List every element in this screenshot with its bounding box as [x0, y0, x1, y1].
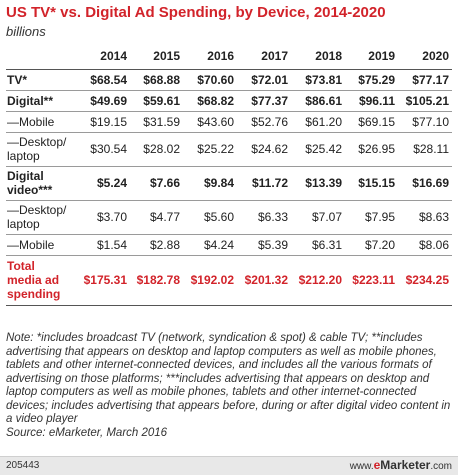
table-cell: $7.20: [345, 234, 398, 256]
table-row: Digital video*** $5.24 $7.66 $9.84 $11.72 $13.…: [6, 166, 452, 201]
row-label: —Mobile: [6, 111, 77, 133]
table-cell: $7.66: [130, 166, 183, 201]
table-cell: $77.10: [398, 111, 452, 133]
brand-main: Marketer: [380, 458, 431, 472]
table-cell: $192.02: [183, 255, 237, 306]
table-cell: $6.33: [237, 200, 291, 235]
table-cell: $234.25: [398, 255, 452, 306]
table-cell: $30.54: [77, 132, 130, 167]
table-cell: $5.60: [183, 200, 237, 235]
table-row: TV* $68.54 $68.88 $70.60 $72.01 $73.81 $75.29 $…: [6, 69, 452, 91]
table-cell: $59.61: [130, 90, 183, 112]
table-cell: $77.17: [398, 69, 452, 91]
table-cell: $31.59: [130, 111, 183, 133]
table-cell: $73.81: [291, 69, 345, 91]
table-cell: $70.60: [183, 69, 237, 91]
table-row: —Mobile $1.54 $2.88 $4.24 $5.39 $6.31 $7.20 $8.…: [6, 234, 452, 256]
note-text: Note: *includes broadcast TV (network, s…: [6, 332, 451, 425]
column-header: 2018: [291, 44, 345, 70]
data-table: 2014 2015 2016 2017 2018 2019 2020 TV* $68.54 $6…: [6, 44, 452, 306]
table-cell: $96.11: [345, 90, 398, 112]
table-cell: $2.88: [130, 234, 183, 256]
table-cell: $68.82: [183, 90, 237, 112]
brand-logo: www.eMarketer.com: [350, 458, 452, 472]
table-cell: $8.06: [398, 234, 452, 256]
total-row: Total media ad spending $175.31 $182.78 $192.…: [6, 255, 452, 306]
table-cell: $69.15: [345, 111, 398, 133]
table-cell: $1.54: [77, 234, 130, 256]
table-row: —Desktop/laptop $30.54 $28.02 $25.22 $24.62 $…: [6, 132, 452, 167]
table-cell: $5.39: [237, 234, 291, 256]
table-cell: $105.21: [398, 90, 452, 112]
table-cell: $223.11: [345, 255, 398, 306]
table-cell: $212.20: [291, 255, 345, 306]
table-row: Digital** $49.69 $59.61 $68.82 $77.37 $86.61 $…: [6, 90, 452, 112]
table-cell: $28.02: [130, 132, 183, 167]
table-cell: $7.07: [291, 200, 345, 235]
source-text: Source: eMarketer, March 2016: [6, 426, 168, 439]
table-cell: $7.95: [345, 200, 398, 235]
table-cell: $86.61: [291, 90, 345, 112]
chart-subtitle: billions: [6, 24, 46, 39]
chart-id: 205443: [6, 460, 40, 471]
brand-e: e: [373, 458, 381, 472]
table-cell: $182.78: [130, 255, 183, 306]
header-corner: [6, 44, 77, 70]
table-cell: $28.11: [398, 132, 452, 167]
table-cell: $3.70: [77, 200, 130, 235]
table-cell: $201.32: [237, 255, 291, 306]
table-cell: $49.69: [77, 90, 130, 112]
column-header: 2016: [183, 44, 237, 70]
table-cell: $68.88: [130, 69, 183, 91]
brand-suffix: .com: [430, 461, 452, 472]
column-header: 2015: [130, 44, 183, 70]
brand-prefix: www.: [349, 461, 374, 472]
footer-bar: 205443 www.eMarketer.com: [0, 456, 458, 475]
table-cell: $5.24: [77, 166, 130, 201]
table-cell: $25.22: [183, 132, 237, 167]
table-cell: $8.63: [398, 200, 452, 235]
table-cell: $16.69: [398, 166, 452, 201]
table-header-row: 2014 2015 2016 2017 2018 2019 2020: [6, 44, 452, 70]
table-cell: $4.24: [183, 234, 237, 256]
table-cell: $68.54: [77, 69, 130, 91]
table-cell: $11.72: [237, 166, 291, 201]
table-body: TV* $68.54 $68.88 $70.60 $72.01 $73.81 $75.29 $…: [6, 69, 452, 306]
table-cell: $75.29: [345, 69, 398, 91]
column-header: 2020: [398, 44, 452, 70]
table-cell: $19.15: [77, 111, 130, 133]
column-header: 2019: [345, 44, 398, 70]
table-row: —Desktop/laptop $3.70 $4.77 $5.60 $6.33 $7.07…: [6, 200, 452, 235]
row-label: Digital video***: [6, 166, 77, 201]
row-label: Total media ad spending: [6, 255, 77, 306]
table-cell: $61.20: [291, 111, 345, 133]
table-cell: $9.84: [183, 166, 237, 201]
row-label: —Desktop/laptop: [6, 132, 77, 167]
row-label: —Desktop/laptop: [6, 200, 77, 235]
table-cell: $77.37: [237, 90, 291, 112]
table-cell: $26.95: [345, 132, 398, 167]
table-cell: $24.62: [237, 132, 291, 167]
table-cell: $15.15: [345, 166, 398, 201]
table-cell: $4.77: [130, 200, 183, 235]
chart-title: US TV* vs. Digital Ad Spending, by Devic…: [6, 4, 386, 21]
table-cell: $6.31: [291, 234, 345, 256]
table-notes: Note: *includes broadcast TV (network, s…: [6, 332, 454, 440]
table-cell: $72.01: [237, 69, 291, 91]
column-header: 2014: [77, 44, 130, 70]
table-cell: $52.76: [237, 111, 291, 133]
row-label: Digital**: [6, 90, 77, 112]
row-label: TV*: [6, 69, 77, 91]
row-label: —Mobile: [6, 234, 77, 256]
table-cell: $43.60: [183, 111, 237, 133]
column-header: 2017: [237, 44, 291, 70]
table-cell: $175.31: [77, 255, 130, 306]
table-cell: $13.39: [291, 166, 345, 201]
table-row: —Mobile $19.15 $31.59 $43.60 $52.76 $61.20 $69…: [6, 111, 452, 133]
table-cell: $25.42: [291, 132, 345, 167]
